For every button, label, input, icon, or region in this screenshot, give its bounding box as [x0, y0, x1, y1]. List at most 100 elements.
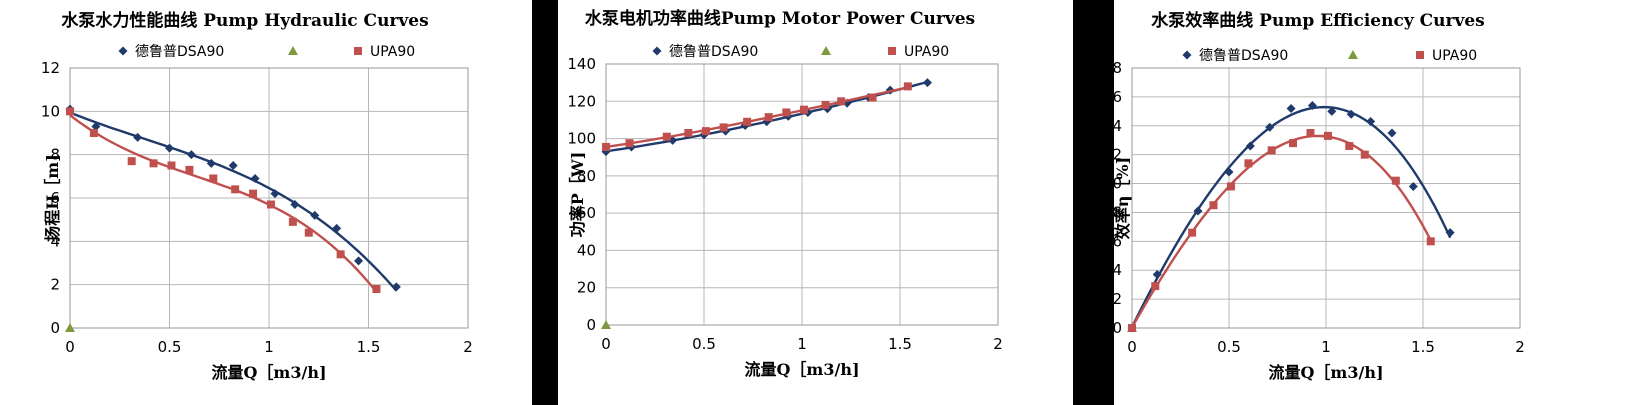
data-point — [1345, 142, 1354, 150]
x-tick-label: 1 — [797, 335, 807, 353]
data-point — [821, 101, 830, 110]
data-point — [1224, 167, 1234, 177]
y-tick-label: 80 — [577, 167, 596, 185]
data-point — [1226, 182, 1235, 191]
series-1 — [65, 323, 75, 332]
data-point — [1366, 116, 1376, 126]
x-tick-label: 0.5 — [1217, 338, 1241, 356]
x-tick-label: 0.5 — [158, 338, 182, 356]
data-point — [868, 93, 877, 102]
legend-label: 德鲁普DSA90 — [135, 44, 224, 60]
data-point — [684, 128, 693, 137]
y-tick-label: 2 — [50, 276, 60, 294]
power-chart: 0 20 40 60 80 100 120 140 0 0.5 1 1.5 2 水泵电机功率曲线Pump … — [567, 8, 1002, 379]
trendline — [69, 111, 398, 292]
x-tick-label: 0 — [601, 335, 611, 353]
data-point — [1209, 201, 1218, 210]
data-point — [601, 320, 611, 329]
legend-marker — [1182, 50, 1192, 60]
legend-label: 德鲁普DSA90 — [1199, 48, 1288, 64]
x-tick-label: 1.5 — [888, 335, 912, 353]
series-0 — [1127, 101, 1455, 333]
y-tick-label: 6 — [1112, 232, 1122, 250]
y-tick-label: 100 — [567, 130, 596, 148]
data-point — [1323, 131, 1332, 140]
y-tick-label: 2 — [1112, 290, 1122, 308]
efficiency-chart-panel: 0 2 4 6 8 10 12 14 16 18 0 0.5 1 1.5 2 水泵效率曲线 Pump Effi… — [1103, 0, 1649, 405]
trendline — [1130, 105, 1452, 328]
legend: 德鲁普DSA90 UPA90 — [118, 44, 415, 60]
data-point — [206, 158, 216, 168]
data-point — [1244, 159, 1253, 168]
data-point — [1128, 324, 1136, 332]
legend-marker — [1416, 51, 1424, 59]
data-point — [149, 159, 158, 168]
y-tick-label: 10 — [1103, 175, 1122, 193]
data-point — [165, 143, 174, 153]
trendline — [605, 86, 909, 149]
x-tick-label: 0.5 — [692, 335, 716, 353]
data-point — [304, 228, 313, 237]
data-point — [799, 105, 808, 114]
data-point — [167, 161, 176, 170]
y-tick-label: 20 — [577, 279, 596, 297]
legend-marker — [888, 47, 896, 55]
data-point — [209, 174, 218, 183]
legend-marker — [652, 46, 662, 56]
data-point — [1391, 176, 1400, 185]
data-point — [1286, 103, 1296, 113]
x-tick-label: 1.5 — [1411, 338, 1435, 356]
y-tick-label: 60 — [577, 204, 596, 222]
data-point — [903, 82, 912, 91]
data-point — [782, 108, 791, 117]
data-point — [1387, 128, 1397, 138]
trendline — [69, 114, 378, 293]
y-tick-label: 4 — [1112, 261, 1122, 279]
x-tick-label: 2 — [463, 338, 473, 356]
data-point — [625, 139, 634, 148]
data-point — [1188, 228, 1197, 237]
data-point — [372, 285, 381, 293]
legend-marker — [288, 46, 298, 55]
data-point — [1193, 206, 1203, 216]
legend: 德鲁普DSA90 UPA90 — [652, 44, 949, 60]
gridlines — [69, 67, 469, 329]
data-point — [1360, 150, 1369, 159]
series-2 — [1128, 129, 1435, 332]
x-axis-label: 流量Q［m3/h] — [1268, 363, 1383, 382]
x-axis-label: 流量Q［m3/h] — [744, 360, 859, 379]
y-tick-label: 0 — [50, 319, 60, 337]
x-tick-label: 0 — [1127, 338, 1137, 356]
data-point — [89, 129, 98, 137]
x-tick-label: 1 — [264, 338, 274, 356]
data-point — [1151, 282, 1160, 291]
data-point — [266, 200, 275, 209]
y-tick-label: 140 — [567, 55, 596, 73]
power-chart-panel: 0 20 40 60 80 100 120 140 0 0.5 1 1.5 2 水泵电机功率曲线Pump … — [558, 0, 1073, 405]
data-point — [127, 157, 136, 166]
data-point — [1307, 101, 1317, 111]
y-tick-label: 12 — [41, 59, 60, 77]
y-axis-label: 效率η［%] — [1113, 157, 1132, 239]
data-point — [185, 165, 194, 174]
legend-label: UPA90 — [370, 44, 415, 60]
chart-title: 水泵水力性能曲线 Pump Hydraulic Curves — [61, 10, 428, 31]
data-point — [228, 161, 238, 170]
y-tick-label: 18 — [1103, 59, 1122, 77]
legend-label: UPA90 — [904, 44, 949, 60]
series-0 — [65, 104, 401, 292]
series-1 — [601, 320, 611, 329]
data-point — [719, 123, 728, 132]
y-tick-label: 8 — [50, 146, 60, 164]
data-point — [249, 189, 258, 198]
y-tick-label: 0 — [1112, 319, 1122, 337]
series-2 — [602, 82, 912, 151]
y-tick-label: 0 — [586, 316, 596, 334]
data-point — [1152, 270, 1162, 280]
data-point — [1445, 228, 1455, 238]
series-2 — [66, 107, 381, 293]
y-axis-label: 扬程H［m] — [43, 154, 62, 242]
x-tick-label: 1 — [1321, 338, 1331, 356]
chart-title: 水泵效率曲线 Pump Efficiency Curves — [1151, 10, 1484, 31]
data-point — [1265, 122, 1275, 132]
